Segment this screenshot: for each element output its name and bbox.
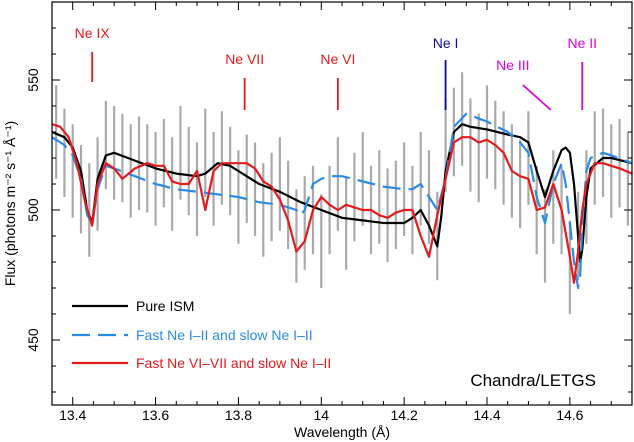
y-tick-label: 500: [25, 198, 41, 222]
x-tick-label: 14: [313, 407, 329, 423]
x-tick-label: 14.6: [556, 407, 583, 423]
ion-label: Ne I: [433, 35, 459, 51]
ion-label: Ne II: [567, 35, 597, 51]
x-tick-label: 13.6: [142, 407, 169, 423]
ion-label: Ne III: [496, 57, 529, 73]
ion-markers: Ne IX Ne VII Ne VI Ne I Ne III Ne II: [75, 25, 597, 111]
x-axis-title: Wavelength (Å): [294, 424, 390, 440]
y-tick-label: 550: [25, 68, 41, 92]
x-tick-label: 14.2: [391, 407, 418, 423]
legend-label: Fast Ne VI–VII and slow Ne I–II: [136, 355, 331, 371]
series-line-1: [51, 112, 633, 290]
x-tick-label: 13.4: [59, 407, 86, 423]
series-line-0: [51, 123, 633, 264]
series-line-2: [51, 123, 633, 284]
model-lines: [51, 112, 633, 290]
instrument-label: Chandra/LETGS: [470, 371, 596, 390]
x-tick-label: 14.4: [473, 407, 500, 423]
y-tick-label: 450: [25, 328, 41, 352]
ion-marker-line: [522, 84, 552, 111]
legend-label: Fast Ne I–II and slow Ne I–II: [136, 327, 313, 343]
ion-label: Ne IX: [75, 25, 111, 41]
legend-label: Pure ISM: [136, 298, 194, 314]
legend: Pure ISM Fast Ne I–II and slow Ne I–II Fas…: [72, 298, 331, 371]
ion-label: Ne VII: [225, 51, 264, 67]
data-errorbars: [55, 72, 629, 314]
y-axis-title: Flux (photons m⁻² s⁻¹ Å⁻¹): [2, 121, 18, 286]
x-tick-label: 13.8: [225, 407, 252, 423]
ion-label: Ne VI: [320, 51, 355, 67]
